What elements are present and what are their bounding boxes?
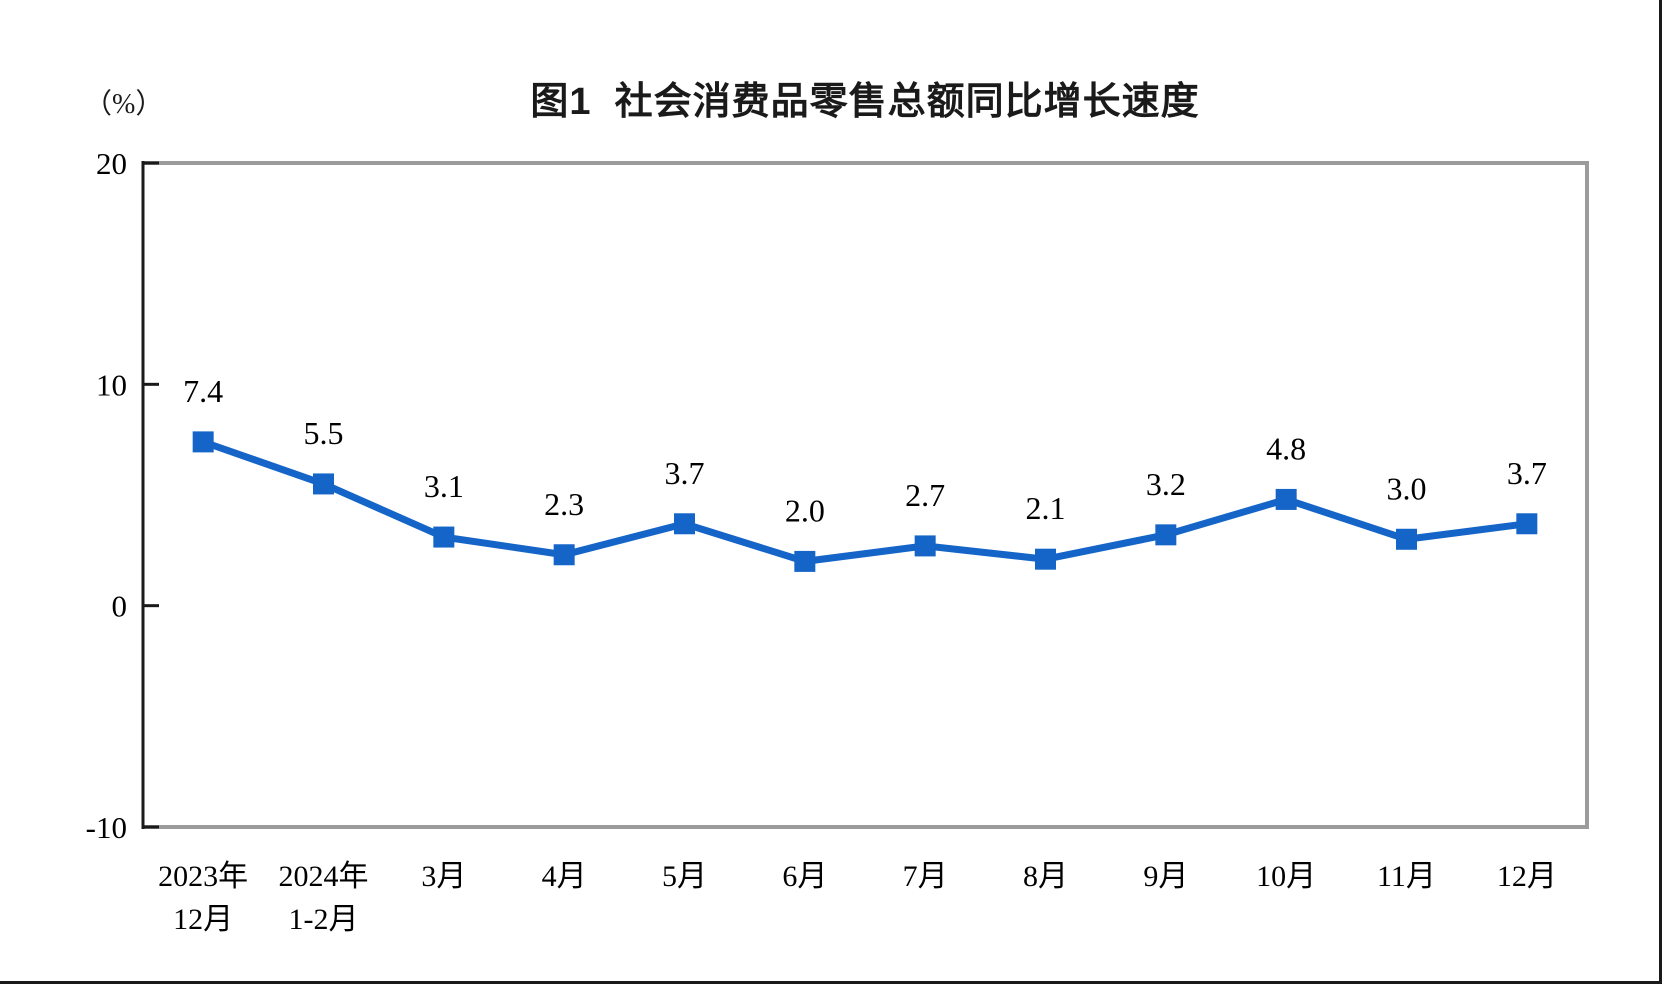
y-axis-tick-label: 20 bbox=[96, 146, 127, 181]
data-point-label: 2.7 bbox=[905, 477, 945, 513]
x-axis-tick-label: 1-2月 bbox=[289, 903, 359, 936]
plot-border bbox=[143, 161, 1589, 829]
data-point-marker bbox=[192, 431, 214, 453]
data-point-marker bbox=[1516, 513, 1538, 535]
x-axis-tick-label: 11月 bbox=[1377, 860, 1436, 893]
x-axis-tick-label: 7月 bbox=[903, 860, 948, 893]
page-border-right bbox=[1659, 0, 1662, 984]
y-axis-tick-label: -10 bbox=[86, 810, 127, 845]
x-axis-tick-label: 2024年 bbox=[279, 860, 369, 893]
data-point-label: 4.8 bbox=[1266, 430, 1306, 466]
chart-title: 图1 社会消费品零售总额同比增长速度 bbox=[530, 81, 1200, 123]
data-point-label: 3.7 bbox=[1507, 455, 1547, 491]
x-axis-tick-label: 10月 bbox=[1256, 860, 1316, 893]
x-axis-tick-label: 6月 bbox=[782, 860, 827, 893]
y-axis-tick-label: 10 bbox=[96, 367, 127, 402]
x-axis-tick-label: 9月 bbox=[1143, 860, 1188, 893]
x-axis-tick-label: 4月 bbox=[542, 860, 587, 893]
x-axis-tick-label: 8月 bbox=[1023, 860, 1068, 893]
x-axis-tick-label: 12月 bbox=[173, 903, 233, 936]
data-point-marker bbox=[674, 513, 695, 535]
x-axis-tick-label: 5月 bbox=[662, 860, 707, 893]
data-point-label: 3.0 bbox=[1387, 470, 1427, 506]
data-point-label: 7.4 bbox=[183, 373, 223, 409]
x-axis-tick-label: 2023年 bbox=[158, 860, 248, 893]
page-border-bottom bbox=[0, 981, 1662, 984]
data-point-marker bbox=[1155, 524, 1177, 546]
data-point-label: 3.1 bbox=[424, 468, 464, 504]
data-point-label: 2.1 bbox=[1026, 490, 1066, 526]
data-point-label: 3.2 bbox=[1146, 466, 1186, 502]
y-axis-tick-label: 0 bbox=[112, 589, 128, 624]
data-point-label: 5.5 bbox=[304, 415, 344, 451]
data-point-marker bbox=[433, 526, 455, 548]
data-point-marker bbox=[1035, 548, 1056, 570]
data-point-marker bbox=[1396, 528, 1417, 550]
data-point-marker bbox=[313, 473, 334, 495]
x-axis-tick-label: 12月 bbox=[1497, 860, 1557, 893]
data-point-marker bbox=[914, 535, 936, 557]
data-point-label: 3.7 bbox=[665, 455, 705, 491]
data-point-marker bbox=[794, 550, 816, 572]
data-point-marker bbox=[553, 544, 575, 566]
data-series-line bbox=[202, 438, 1528, 565]
data-point-marker bbox=[1275, 488, 1297, 510]
data-point-label: 2.3 bbox=[544, 486, 584, 522]
data-point-label: 2.0 bbox=[785, 492, 825, 528]
y-axis-unit-label: （%） bbox=[84, 89, 164, 120]
x-axis-tick-label: 3月 bbox=[421, 860, 466, 893]
